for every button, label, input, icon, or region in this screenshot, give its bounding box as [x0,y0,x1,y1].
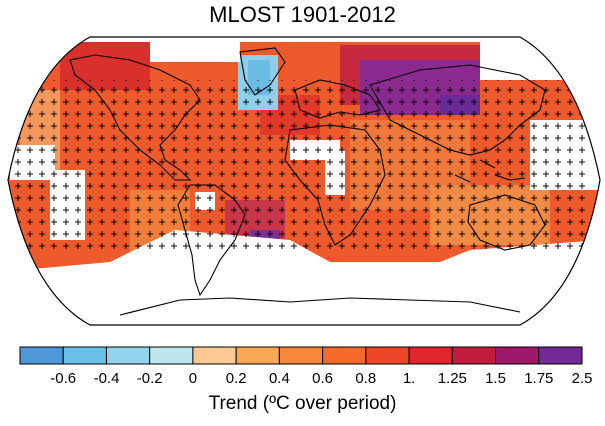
legend-swatch [62,346,107,365]
coastline-antarctica [119,297,521,316]
legend-title: Trend (ºC over period) [208,393,397,414]
missing-data-area [480,40,600,80]
coastline-asia [369,64,546,156]
coastline-islands [454,159,526,183]
coastline-south-america [177,184,246,297]
legend-swatch [538,346,583,365]
coastline-europe [294,79,381,119]
coastline-australia [467,194,546,251]
legend-swatch [149,346,194,365]
legend-swatch [192,346,237,365]
coastline-north-america [69,54,201,181]
legend-swatch [365,346,410,365]
legend-colorbar [19,346,583,365]
legend-swatch [278,346,324,365]
legend-swatch [19,346,64,365]
significance-markers [10,80,590,255]
legend-swatch [105,346,151,365]
globe-outline [7,36,601,326]
coastlines [69,47,546,316]
map-field [8,37,600,325]
missing-data-area [150,40,240,62]
legend-swatch [408,346,453,365]
map-title: MLOST 1901-2012 [209,2,396,27]
legend-swatch [451,346,497,365]
legend-swatch [322,346,367,365]
coastline-greenland [239,47,286,96]
legend-swatch [235,346,280,365]
legend-swatch [495,346,540,365]
coastline-africa [284,124,386,246]
